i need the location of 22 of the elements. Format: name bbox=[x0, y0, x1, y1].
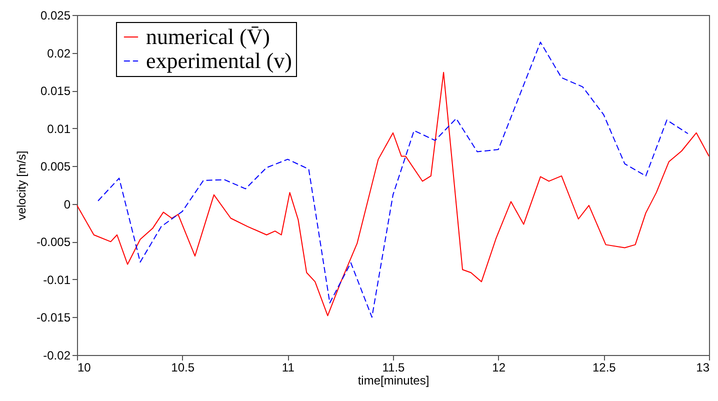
y-tick-label: 0.015 bbox=[40, 84, 71, 98]
legend-label: numerical (V̄) bbox=[146, 24, 270, 49]
x-tick-label: 13 bbox=[696, 360, 710, 374]
y-axis-title: velocity [m/s] bbox=[14, 150, 28, 220]
y-tick-label: 0 bbox=[64, 197, 71, 212]
y-tick-label: 0.01 bbox=[47, 122, 71, 136]
x-tick-label: 10 bbox=[78, 360, 92, 374]
x-axis-title: time[minutes] bbox=[358, 374, 430, 388]
y-tick-label: 0.005 bbox=[40, 160, 71, 174]
legend-label: experimental (v) bbox=[146, 48, 292, 73]
x-tick-label: 11.5 bbox=[382, 360, 406, 374]
x-tick-label: 10.5 bbox=[171, 360, 195, 374]
line-series bbox=[76, 72, 710, 316]
x-tick-label: 12 bbox=[492, 360, 506, 374]
x-tick-label: 12.5 bbox=[592, 360, 616, 374]
x-tick-label: 11 bbox=[282, 360, 295, 374]
y-tick-label: -0.015 bbox=[36, 310, 71, 325]
y-tick-label: -0.005 bbox=[36, 235, 71, 250]
y-tick-label: 0.025 bbox=[40, 8, 71, 22]
y-tick-label: -0.01 bbox=[43, 272, 71, 287]
y-tick-label: -0.02 bbox=[43, 348, 71, 362]
y-tick-label: 0.02 bbox=[47, 46, 71, 60]
